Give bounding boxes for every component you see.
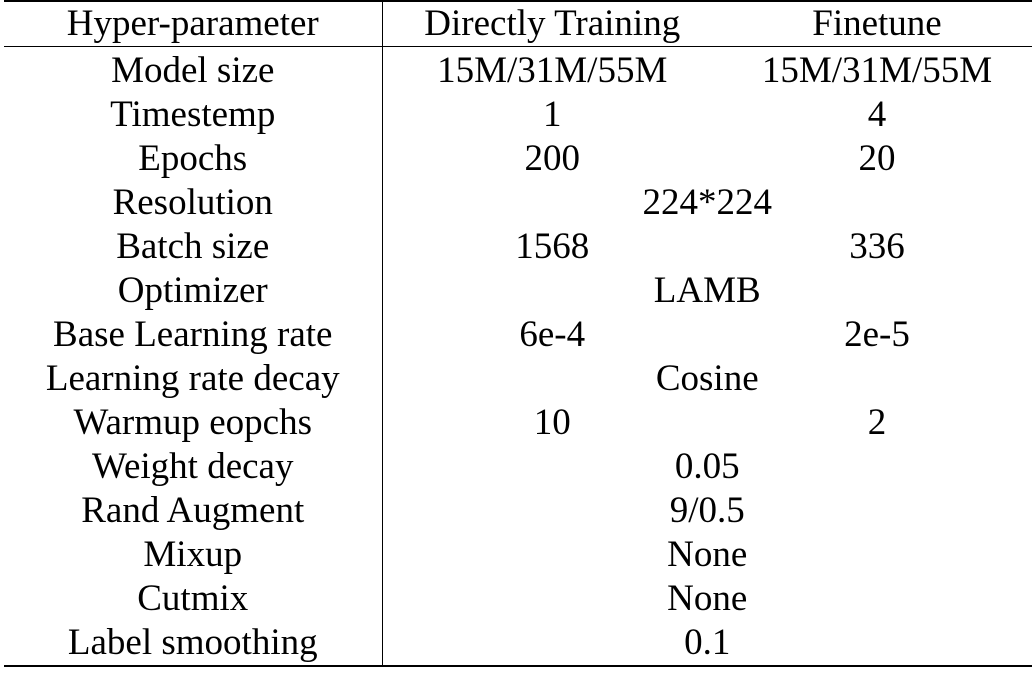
param-name-cell: Learning rate decay (4, 357, 383, 401)
param-name-cell: Optimizer (4, 269, 383, 313)
param-name-cell: Rand Augment (4, 489, 383, 533)
param-name-cell: Epochs (4, 137, 383, 181)
param-name-cell: Weight decay (4, 445, 383, 489)
shared-value-cell: LAMB (653, 270, 761, 311)
table-row: Resolution 224*224 (4, 181, 1032, 225)
header-finetune: Finetune (722, 1, 1032, 47)
shared-value-cell: None (667, 534, 748, 575)
shared-value-cell: 224*224 (642, 182, 773, 223)
finetune-value-cell: 4 (867, 94, 887, 135)
param-name-cell: Warmup eopchs (4, 401, 383, 445)
direct-training-value-cell: 10 (533, 402, 571, 443)
header-hyperparameter: Hyper-parameter (4, 1, 383, 47)
hyperparameter-table-container: Hyper-parameter Directly Training Finetu… (4, 0, 1032, 692)
direct-training-value-cell: 15M/31M/55M (437, 50, 668, 91)
hyperparameter-table: Hyper-parameter Directly Training Finetu… (4, 0, 1032, 667)
header-row: Hyper-parameter Directly Training Finetu… (4, 1, 1032, 47)
table-body: Model size 15M/31M/55M 15M/31M/55M Timestem… (4, 46, 1032, 666)
table-row: Epochs 200 20 (4, 137, 1032, 181)
table-row: Cutmix None (4, 577, 1032, 621)
direct-training-value-cell: 1568 (515, 226, 590, 267)
shared-value-cell: 0.05 (674, 446, 740, 487)
table-row: Label smoothing 0.1 (4, 621, 1032, 666)
finetune-value-cell: 20 (858, 138, 896, 179)
header-directly-training: Directly Training (382, 1, 722, 47)
table-row: Warmup eopchs 10 2 (4, 401, 1032, 445)
param-name-cell: Batch size (4, 225, 383, 269)
table-row: Weight decay 0.05 (4, 445, 1032, 489)
shared-value-cell: 9/0.5 (669, 490, 745, 531)
table-row: Timestemp 1 4 (4, 93, 1032, 137)
shared-value-cell: Cosine (655, 358, 759, 399)
finetune-value-cell: 2 (867, 402, 887, 443)
table-row: Batch size 1568 336 (4, 225, 1032, 269)
table-row: Rand Augment 9/0.5 (4, 489, 1032, 533)
shared-value-cell: 0.1 (684, 622, 731, 663)
table-row: Base Learning rate 6e-4 2e-5 (4, 313, 1032, 357)
table-row: Learning rate decay Cosine (4, 357, 1032, 401)
finetune-value-cell: 2e-5 (844, 314, 910, 355)
direct-training-value-cell: 200 (524, 138, 581, 179)
table-header: Hyper-parameter Directly Training Finetu… (4, 1, 1032, 47)
param-name-cell: Model size (4, 46, 383, 93)
shared-value-cell: None (667, 578, 748, 619)
finetune-value-cell: 15M/31M/55M (761, 50, 993, 91)
param-name-cell: Base Learning rate (4, 313, 383, 357)
param-name-cell: Timestemp (4, 93, 383, 137)
table-row: Optimizer LAMB (4, 269, 1032, 313)
param-name-cell: Resolution (4, 181, 383, 225)
table-row: Mixup None (4, 533, 1032, 577)
param-name-cell: Mixup (4, 533, 383, 577)
table-row: Model size 15M/31M/55M 15M/31M/55M (4, 46, 1032, 93)
param-name-cell: Cutmix (4, 577, 383, 621)
finetune-value-cell: 336 (849, 226, 905, 267)
direct-training-value-cell: 1 (543, 94, 562, 135)
direct-training-value-cell: 6e-4 (519, 314, 586, 355)
param-name-cell: Label smoothing (4, 621, 383, 666)
